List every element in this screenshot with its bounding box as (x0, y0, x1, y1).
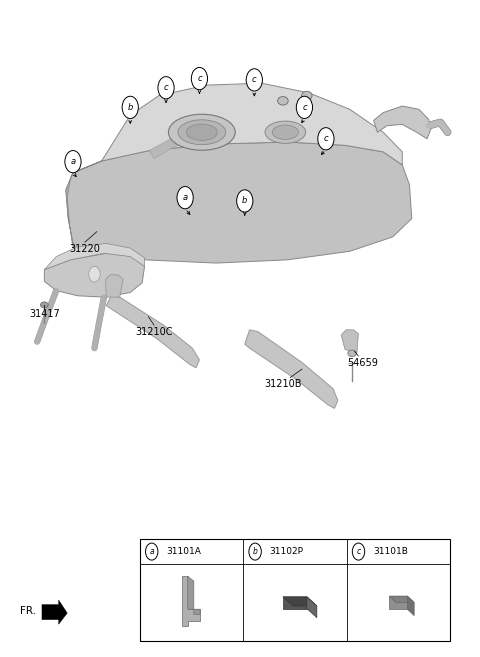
Text: b: b (128, 103, 133, 112)
Polygon shape (42, 600, 67, 624)
Polygon shape (66, 142, 412, 263)
Circle shape (249, 543, 261, 560)
Ellipse shape (265, 121, 306, 143)
Text: 31220: 31220 (70, 244, 100, 254)
Text: 31417: 31417 (29, 309, 60, 319)
Circle shape (352, 543, 365, 560)
Ellipse shape (186, 124, 217, 141)
Circle shape (177, 187, 193, 209)
Ellipse shape (178, 120, 226, 145)
Polygon shape (341, 330, 359, 353)
Polygon shape (307, 597, 317, 618)
Circle shape (122, 97, 138, 118)
Ellipse shape (163, 87, 174, 96)
Ellipse shape (194, 78, 204, 87)
Ellipse shape (348, 350, 357, 357)
Polygon shape (66, 173, 75, 253)
Polygon shape (188, 576, 200, 614)
Polygon shape (73, 83, 402, 173)
Text: 31210B: 31210B (264, 379, 302, 389)
Ellipse shape (125, 106, 135, 114)
Polygon shape (373, 106, 431, 139)
Text: c: c (252, 76, 257, 84)
Text: c: c (356, 547, 360, 556)
Text: c: c (197, 74, 202, 83)
Ellipse shape (240, 198, 250, 207)
Circle shape (89, 266, 100, 282)
Polygon shape (106, 275, 123, 297)
Text: 31101A: 31101A (166, 547, 201, 556)
Text: a: a (71, 157, 75, 166)
Polygon shape (389, 596, 414, 602)
Text: c: c (324, 134, 328, 143)
Polygon shape (283, 597, 307, 608)
Ellipse shape (301, 91, 312, 100)
Circle shape (65, 150, 81, 173)
Text: 31102P: 31102P (269, 547, 303, 556)
Polygon shape (245, 330, 338, 408)
Text: 31101B: 31101B (373, 547, 408, 556)
Text: FR.: FR. (21, 606, 36, 616)
Text: a: a (149, 547, 154, 556)
Ellipse shape (249, 79, 260, 87)
Polygon shape (149, 132, 188, 158)
FancyBboxPatch shape (140, 539, 450, 641)
Polygon shape (408, 596, 414, 616)
Polygon shape (389, 596, 408, 609)
Polygon shape (44, 244, 144, 269)
Circle shape (246, 69, 263, 91)
Polygon shape (107, 296, 199, 368)
Text: b: b (242, 196, 248, 206)
Text: c: c (302, 103, 307, 112)
Circle shape (145, 543, 158, 560)
Ellipse shape (168, 114, 235, 150)
Ellipse shape (272, 125, 299, 139)
Text: 54659: 54659 (348, 357, 379, 367)
Text: c: c (164, 83, 168, 92)
Ellipse shape (40, 302, 48, 308)
Polygon shape (283, 597, 317, 606)
Ellipse shape (278, 97, 288, 105)
Text: b: b (252, 547, 258, 556)
Text: 31210C: 31210C (135, 327, 173, 337)
Text: a: a (182, 193, 188, 202)
Circle shape (296, 97, 312, 118)
Polygon shape (44, 253, 144, 297)
Circle shape (237, 190, 253, 212)
Circle shape (192, 68, 207, 90)
Circle shape (318, 127, 334, 150)
Polygon shape (182, 576, 200, 625)
Circle shape (158, 77, 174, 99)
